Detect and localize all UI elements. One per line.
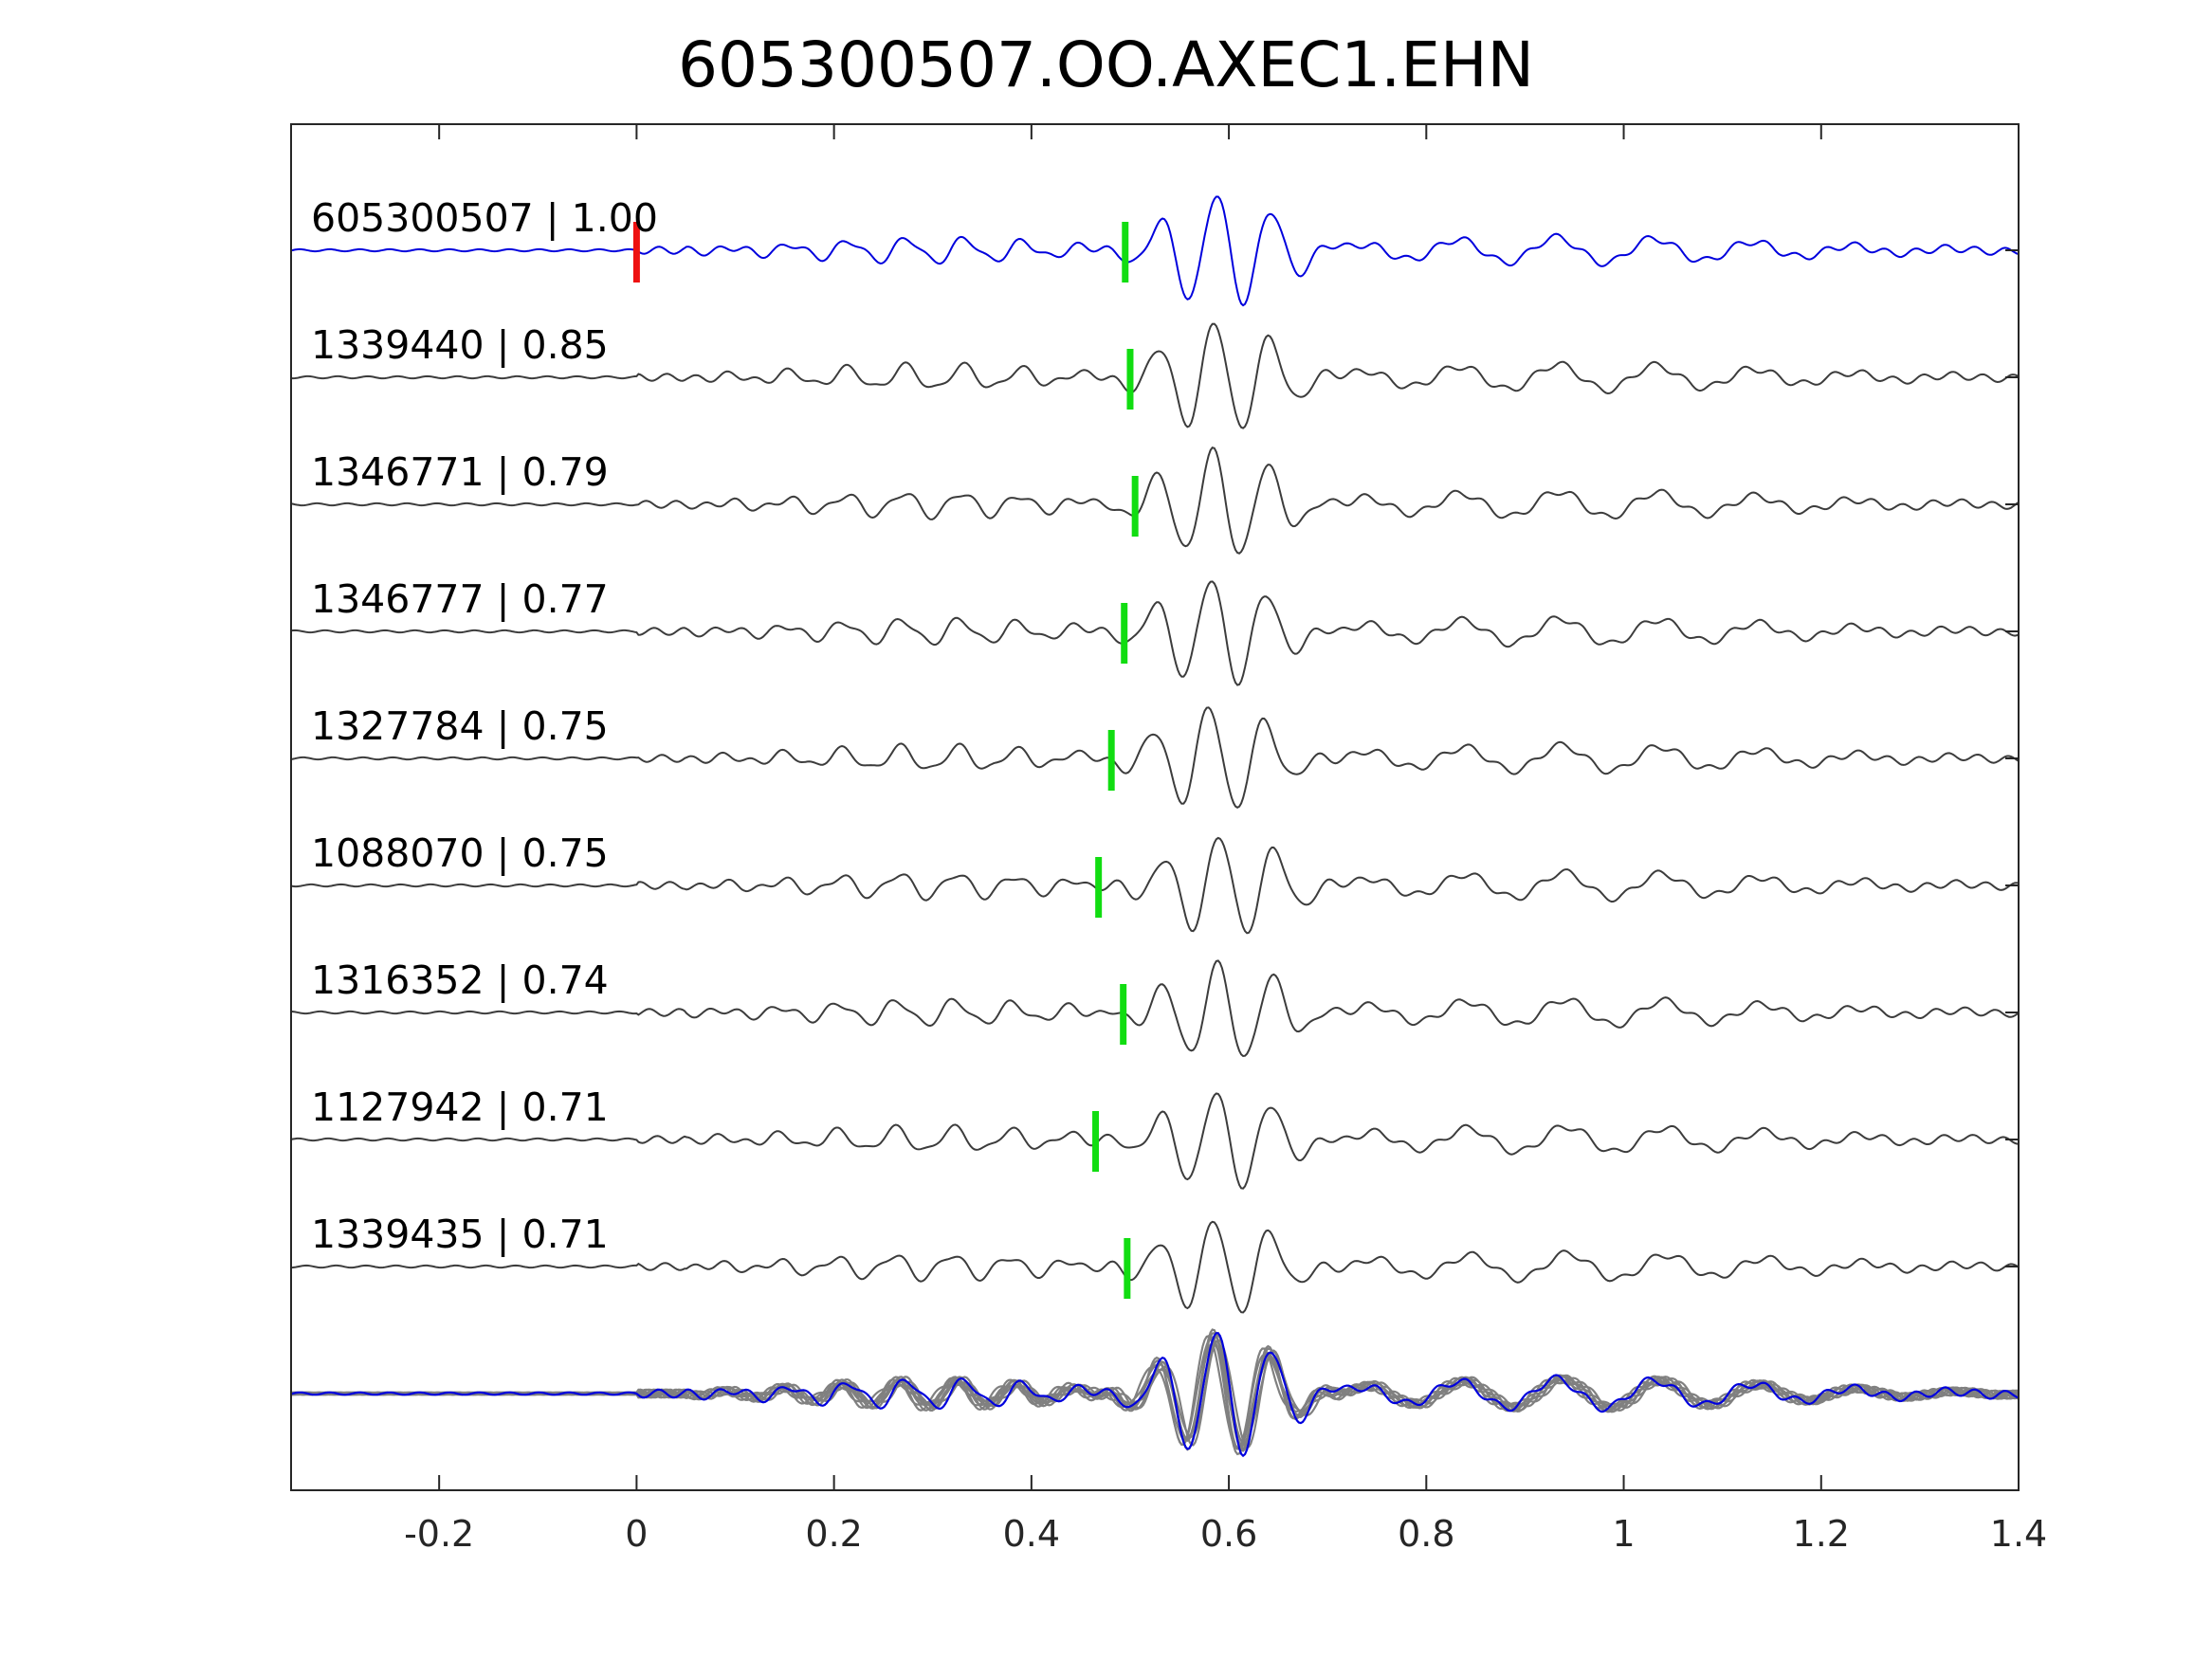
- trace-label: 1346777 | 0.77: [311, 576, 609, 622]
- x-tick-label: 0.6: [1200, 1513, 1257, 1555]
- trace-label: 1327784 | 0.75: [311, 703, 609, 749]
- reference-trace: [290, 195, 2020, 307]
- match-trace: [290, 580, 2020, 686]
- x-tick-label: 1: [1612, 1513, 1635, 1555]
- x-tick-label: 0.4: [1003, 1513, 1060, 1555]
- trace-label: 1316352 | 0.74: [311, 957, 609, 1003]
- trace-label: 1127942 | 0.71: [311, 1085, 609, 1130]
- chart-title: 605300507.OO.AXEC1.EHN: [678, 28, 1534, 101]
- match-trace: [290, 1220, 2020, 1314]
- match-trace: [290, 836, 2020, 935]
- axes-frame: [290, 123, 2020, 1491]
- trace-label: 1339435 | 0.71: [311, 1212, 609, 1257]
- trace-label: 1346771 | 0.79: [311, 449, 609, 495]
- x-tick-label: 1.4: [1990, 1513, 2047, 1555]
- trace-label: 1339440 | 0.85: [311, 322, 609, 368]
- trace-label: 1088070 | 0.75: [311, 830, 609, 876]
- match-trace: [290, 706, 2020, 809]
- stack-trace: [290, 1336, 2020, 1456]
- x-axis: -0.2 0 0.2 0.4 0.6 0.8 1 1.2 1.4: [404, 124, 2047, 1555]
- x-tick-label: 0: [625, 1513, 648, 1555]
- trace-group: [290, 195, 2020, 1458]
- match-trace: [290, 959, 2020, 1058]
- x-tick-label: 0.2: [805, 1513, 862, 1555]
- trace-label: 605300507 | 1.00: [311, 195, 658, 241]
- x-tick-label: -0.2: [404, 1513, 474, 1555]
- match-trace: [290, 322, 2020, 429]
- trace-label-group: 605300507 | 1.00 1339440 | 0.85 1346771 | …: [311, 195, 658, 1257]
- pick-group: [632, 222, 1139, 1299]
- x-tick-label: 1.2: [1793, 1513, 1850, 1555]
- match-trace: [290, 447, 2020, 555]
- x-tick-label: 0.8: [1398, 1513, 1454, 1555]
- stack-reference-trace: [290, 1332, 2020, 1458]
- match-trace: [290, 1092, 2020, 1190]
